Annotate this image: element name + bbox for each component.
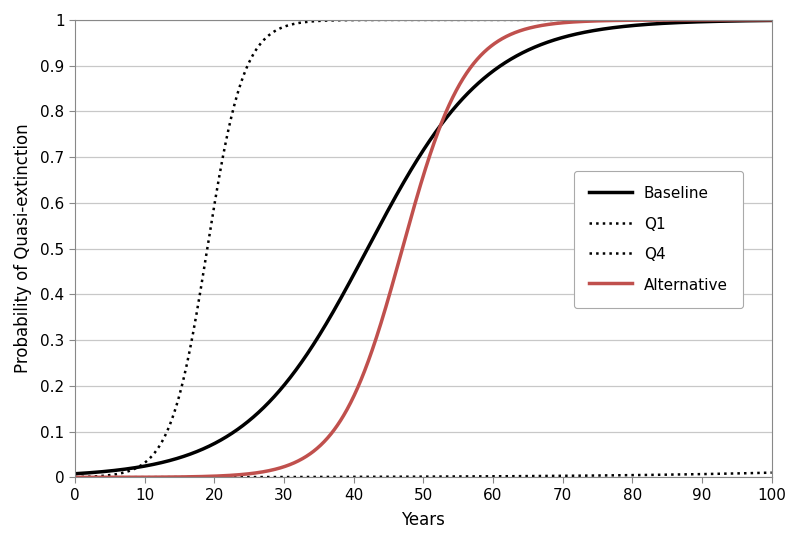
Baseline bbox=[70, 470, 80, 477]
Line: Baseline: Baseline bbox=[75, 21, 772, 473]
Q4 bbox=[767, 469, 777, 476]
Q1 bbox=[106, 472, 115, 478]
Q4 bbox=[746, 470, 756, 476]
Alternative bbox=[70, 474, 80, 481]
Q4 bbox=[106, 474, 115, 481]
Alternative bbox=[746, 17, 756, 23]
Q1 bbox=[746, 17, 756, 23]
Alternative bbox=[409, 205, 418, 211]
Baseline bbox=[767, 17, 777, 24]
Alternative bbox=[746, 17, 756, 23]
Alternative bbox=[618, 17, 628, 23]
Q1 bbox=[618, 17, 628, 23]
Y-axis label: Probability of Quasi-extinction: Probability of Quasi-extinction bbox=[14, 124, 32, 374]
Q4 bbox=[409, 473, 418, 480]
Baseline bbox=[618, 23, 628, 30]
Q4 bbox=[746, 470, 756, 476]
Q1 bbox=[70, 474, 80, 481]
Q4 bbox=[618, 472, 628, 478]
Baseline bbox=[746, 17, 756, 24]
Q4 bbox=[70, 474, 80, 481]
Alternative bbox=[106, 474, 115, 481]
Baseline bbox=[106, 468, 115, 474]
Line: Q4: Q4 bbox=[75, 472, 772, 477]
Line: Q1: Q1 bbox=[75, 20, 772, 477]
Q1 bbox=[390, 17, 400, 23]
Q1 bbox=[746, 17, 756, 23]
Line: Alternative: Alternative bbox=[75, 20, 772, 477]
Baseline bbox=[746, 17, 756, 24]
Alternative bbox=[767, 17, 777, 23]
Legend: Baseline, Q1, Q4, Alternative: Baseline, Q1, Q4, Alternative bbox=[574, 171, 743, 308]
Q1 bbox=[767, 17, 777, 23]
X-axis label: Years: Years bbox=[402, 511, 446, 529]
Baseline bbox=[409, 162, 418, 169]
Q4 bbox=[390, 473, 400, 480]
Q1 bbox=[409, 17, 418, 23]
Baseline bbox=[390, 194, 400, 200]
Alternative bbox=[390, 271, 400, 277]
